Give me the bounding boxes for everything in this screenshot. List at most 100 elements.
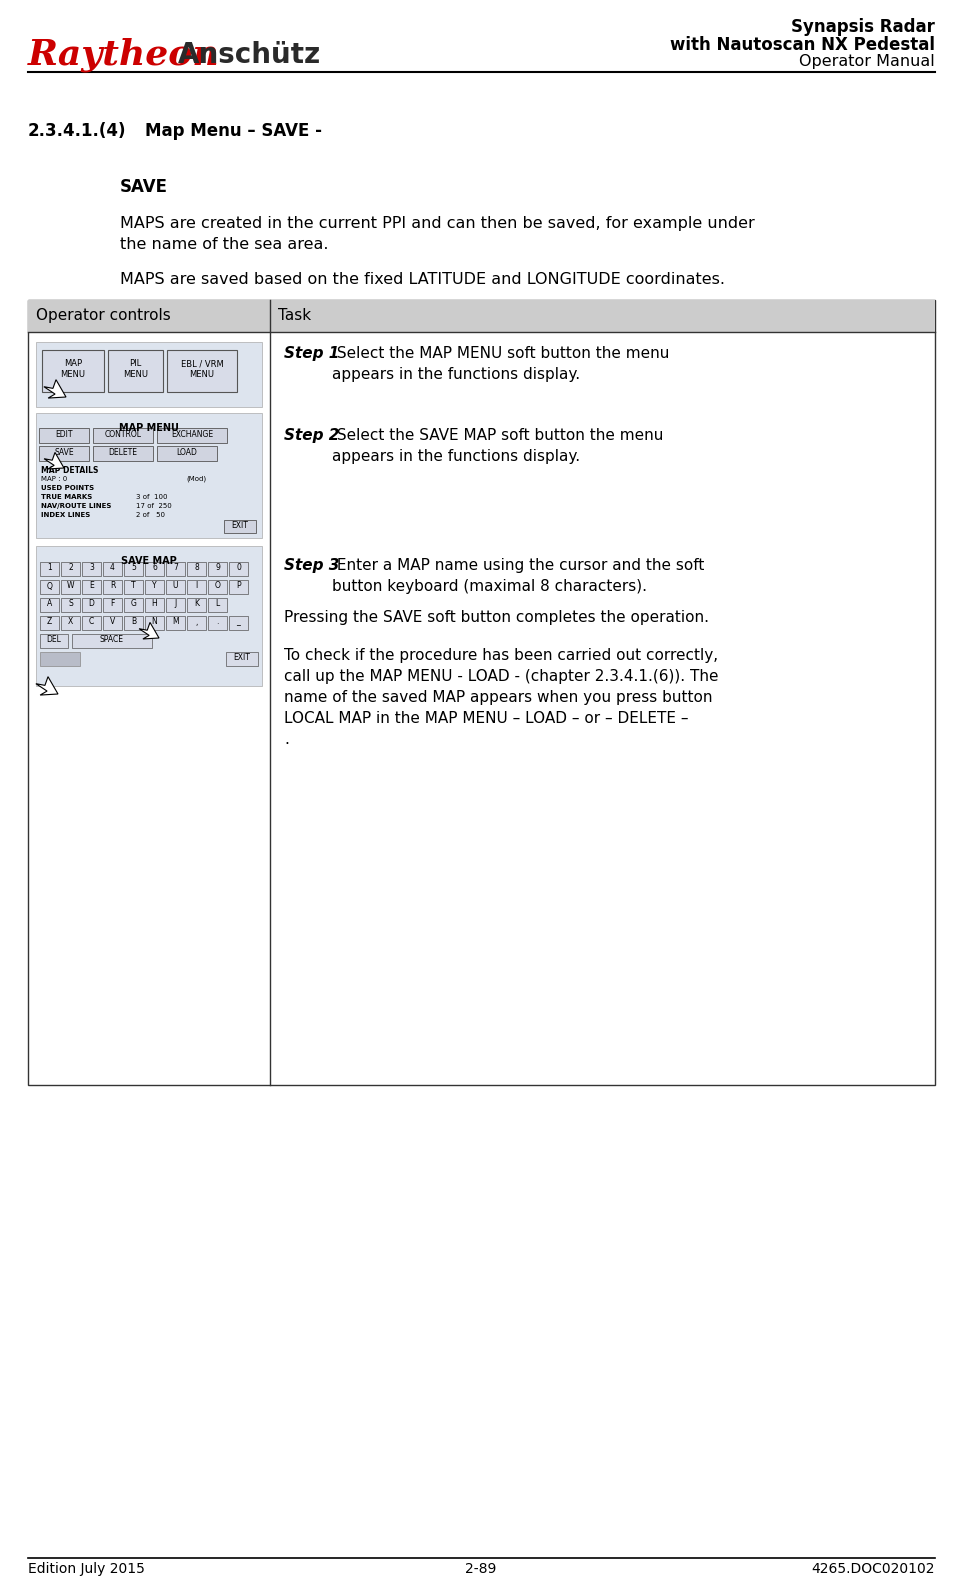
Bar [40,652,80,667]
Bar [224,520,256,533]
Bar [145,581,164,593]
Text: _: _ [237,617,241,627]
Bar [82,581,101,593]
Bar [157,428,227,442]
Text: (Mod): (Mod) [186,476,206,482]
Bar [72,633,152,648]
Text: G: G [130,600,136,608]
Text: C: C [89,617,94,627]
Text: 3: 3 [89,563,94,573]
Text: SAVE MAP: SAVE MAP [121,555,176,566]
Text: 6: 6 [152,563,157,573]
Bar [40,581,59,593]
Text: MAP
MENU: MAP MENU [60,360,85,379]
Text: CONTROL: CONTROL [105,430,142,439]
Bar [229,562,248,576]
Text: Y: Y [152,581,157,590]
Text: 1: 1 [47,563,52,573]
Bar [145,562,164,576]
Bar [229,581,248,593]
Bar [61,598,80,613]
Text: Q: Q [47,581,53,590]
Text: Step 2: Step 2 [284,428,339,442]
Text: 3 of  100: 3 of 100 [136,493,168,500]
Text: L: L [216,600,220,608]
Bar [103,598,122,613]
Text: Operator Manual: Operator Manual [799,54,935,68]
Text: SAVE: SAVE [55,449,74,457]
Text: 2 of   50: 2 of 50 [136,512,165,519]
Bar [187,616,206,630]
Text: PIL
MENU: PIL MENU [123,360,148,379]
Text: MAPS are saved based on the fixed LATITUDE and LONGITUDE coordinates.: MAPS are saved based on the fixed LATITU… [120,272,725,286]
Text: I: I [196,581,198,590]
Bar [93,445,153,461]
Text: W: W [67,581,74,590]
Bar [229,616,248,630]
Text: with Nautoscan NX Pedestal: with Nautoscan NX Pedestal [670,37,935,54]
Bar [124,616,143,630]
Bar [208,562,227,576]
Text: SAVE: SAVE [120,178,168,196]
Text: 8: 8 [194,563,199,573]
Bar [61,581,80,593]
Text: M: M [173,617,178,627]
Bar [103,581,122,593]
Bar [145,616,164,630]
Text: 0: 0 [236,563,241,573]
Text: P: P [236,581,241,590]
Text: Operator controls: Operator controls [36,309,171,323]
Bar [226,652,258,667]
Bar [208,616,227,630]
Bar [124,598,143,613]
Bar [61,562,80,576]
Bar [187,562,206,576]
Text: 4265.DOC020102: 4265.DOC020102 [811,1562,935,1577]
Polygon shape [35,676,58,695]
Bar [108,350,163,391]
Text: Synapsis Radar: Synapsis Radar [791,18,935,37]
Text: R: R [110,581,115,590]
Text: DELETE: DELETE [108,449,137,457]
Text: Select the SAVE MAP soft button the menu
appears in the functions display.: Select the SAVE MAP soft button the menu… [332,428,664,465]
Text: Map Menu – SAVE -: Map Menu – SAVE - [145,123,322,140]
Bar [93,428,153,442]
Text: X: X [68,617,73,627]
Text: Edition July 2015: Edition July 2015 [28,1562,145,1577]
Text: Raytheon: Raytheon [28,38,220,72]
Text: Step 3: Step 3 [284,558,339,573]
Text: 17 of  250: 17 of 250 [136,503,172,509]
Bar [157,445,217,461]
Bar [42,350,104,391]
Bar [40,616,59,630]
Text: EXIT: EXIT [234,654,250,662]
Bar [82,598,101,613]
Text: EXCHANGE: EXCHANGE [171,430,213,439]
Polygon shape [44,380,66,398]
Text: MAP DETAILS: MAP DETAILS [41,466,99,476]
Text: EXIT: EXIT [231,520,248,530]
Text: 4: 4 [110,563,115,573]
Text: MAP MENU: MAP MENU [119,423,179,433]
Text: Pressing the SAVE soft button completes the operation.: Pressing the SAVE soft button completes … [284,609,709,625]
Text: Task: Task [278,309,311,323]
Text: N: N [152,617,157,627]
Bar [82,616,101,630]
Bar [145,598,164,613]
Bar [208,581,227,593]
Text: NAV/ROUTE LINES: NAV/ROUTE LINES [41,503,111,509]
Bar [103,562,122,576]
Text: Select the MAP MENU soft button the menu
appears in the functions display.: Select the MAP MENU soft button the menu… [332,345,669,382]
Text: LOAD: LOAD [176,449,198,457]
Text: ,: , [196,617,198,627]
Bar [103,616,122,630]
Text: F: F [110,600,115,608]
Bar [36,342,262,407]
Text: 7: 7 [173,563,178,573]
Text: B: B [131,617,136,627]
Text: .: . [217,617,219,627]
Text: To check if the procedure has been carried out correctly,
call up the MAP MENU -: To check if the procedure has been carri… [284,648,718,748]
Text: USED POINTS: USED POINTS [41,485,94,492]
Text: MAP : 0: MAP : 0 [41,476,67,482]
Text: MAPS are created in the current PPI and can then be saved, for example under: MAPS are created in the current PPI and … [120,216,755,231]
